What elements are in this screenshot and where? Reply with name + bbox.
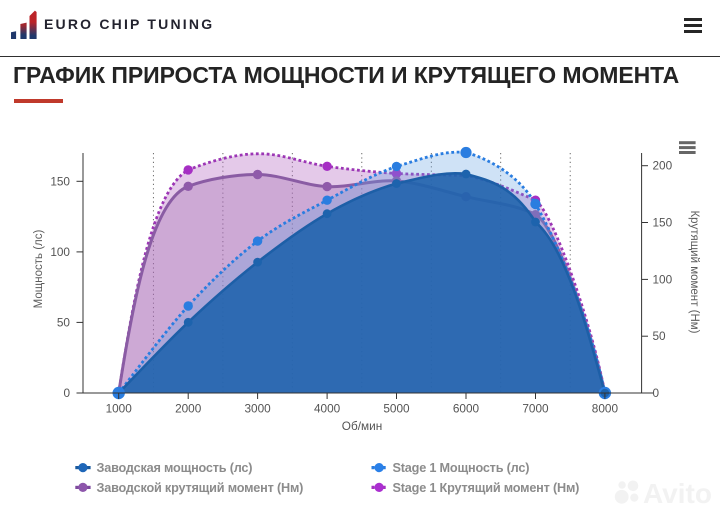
svg-text:Заводская мощность (лс): Заводская мощность (лс) bbox=[97, 461, 253, 475]
svg-text:6000: 6000 bbox=[453, 402, 480, 416]
svg-text:3000: 3000 bbox=[244, 402, 271, 416]
svg-text:Stage 1 Крутящий момент (Нм): Stage 1 Крутящий момент (Нм) bbox=[393, 481, 580, 495]
svg-text:150: 150 bbox=[653, 216, 673, 230]
svg-text:0: 0 bbox=[653, 386, 660, 400]
svg-text:Крутящий момент (Нм): Крутящий момент (Нм) bbox=[688, 210, 700, 333]
svg-text:7000: 7000 bbox=[522, 402, 549, 416]
svg-text:Stage 1 Мощность (лс): Stage 1 Мощность (лс) bbox=[393, 461, 530, 475]
svg-text:Заводской крутящий момент (Нм): Заводской крутящий момент (Нм) bbox=[97, 481, 304, 495]
svg-text:4000: 4000 bbox=[314, 402, 341, 416]
svg-text:5000: 5000 bbox=[383, 402, 410, 416]
svg-text:0: 0 bbox=[63, 386, 70, 400]
svg-text:50: 50 bbox=[653, 329, 667, 343]
svg-text:Avito: Avito bbox=[643, 478, 712, 509]
svg-text:100: 100 bbox=[653, 272, 673, 286]
svg-text:100: 100 bbox=[50, 245, 70, 259]
svg-text:200: 200 bbox=[653, 159, 673, 173]
svg-text:50: 50 bbox=[57, 315, 71, 329]
svg-text:8000: 8000 bbox=[592, 402, 619, 416]
svg-text:Мощность (лс): Мощность (лс) bbox=[33, 230, 45, 309]
svg-text:150: 150 bbox=[50, 174, 70, 188]
svg-text:1000: 1000 bbox=[106, 402, 133, 416]
svg-text:2000: 2000 bbox=[175, 402, 202, 416]
svg-text:Об/мин: Об/мин bbox=[342, 419, 382, 433]
